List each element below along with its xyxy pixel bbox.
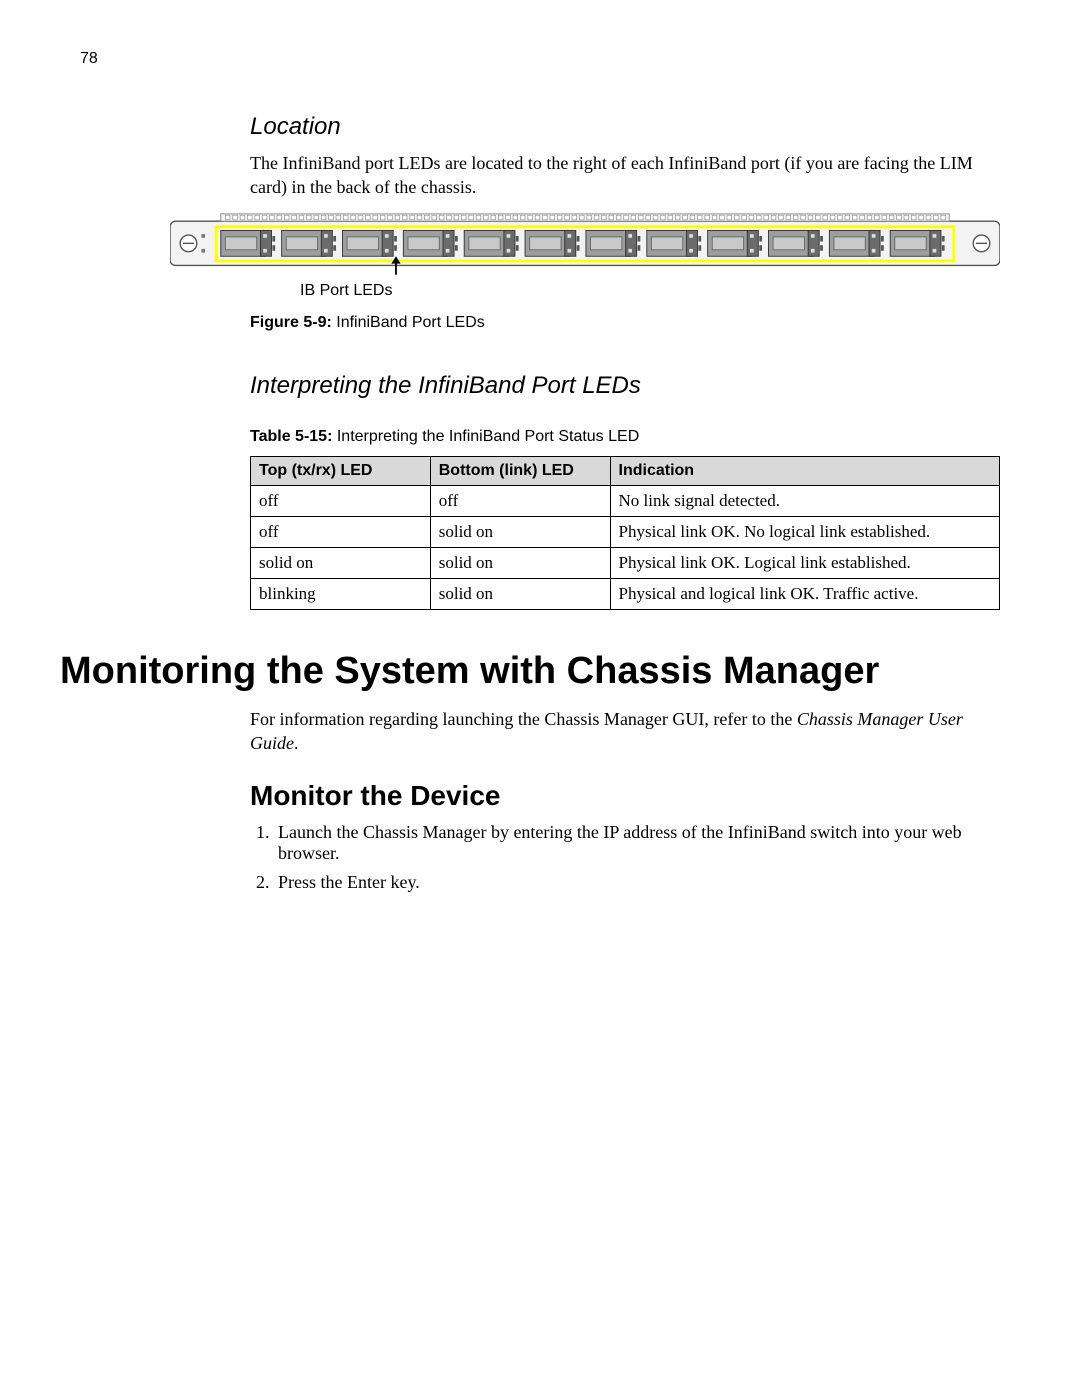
intro-pre: For information regarding launching the …: [250, 709, 797, 729]
figure-infiniband-leds: IB Port LEDs: [170, 212, 1000, 301]
table-row: solid on solid on Physical link OK. Logi…: [251, 548, 1000, 579]
heading-location: Location: [250, 113, 1000, 141]
cell: solid on: [430, 517, 610, 548]
table-row: off solid on Physical link OK. No logica…: [251, 517, 1000, 548]
cell: solid on: [430, 579, 610, 610]
steps-list: Launch the Chassis Manager by entering t…: [250, 822, 1000, 893]
heading-monitor-device: Monitor the Device: [250, 780, 1000, 812]
intro-post: .: [294, 733, 299, 753]
th-indication: Indication: [610, 457, 1000, 486]
figure-caption-prefix: Figure 5-9:: [250, 314, 332, 331]
cell: blinking: [251, 579, 431, 610]
th-bottom-led: Bottom (link) LED: [430, 457, 610, 486]
page-number: 78: [80, 50, 1020, 68]
cell: off: [251, 486, 431, 517]
heading-monitoring-system: Monitoring the System with Chassis Manag…: [60, 650, 1020, 693]
list-item: Press the Enter key.: [274, 872, 1000, 893]
table-header-row: Top (tx/rx) LED Bottom (link) LED Indica…: [251, 457, 1000, 486]
table-row: blinking solid on Physical and logical l…: [251, 579, 1000, 610]
cell: solid on: [430, 548, 610, 579]
table-caption-prefix: Table 5-15:: [250, 428, 332, 445]
cell: Physical link OK. Logical link establish…: [610, 548, 1000, 579]
paragraph-location: The InfiniBand port LEDs are located to …: [250, 151, 1000, 200]
paragraph-chassis-manager-info: For information regarding launching the …: [250, 707, 1000, 756]
cell: Physical link OK. No logical link establ…: [610, 517, 1000, 548]
heading-interpret: Interpreting the InfiniBand Port LEDs: [250, 372, 1000, 400]
list-item: Launch the Chassis Manager by entering t…: [274, 822, 1000, 864]
chassis-diagram: [170, 212, 1000, 277]
cell: solid on: [251, 548, 431, 579]
cell: off: [430, 486, 610, 517]
cell: Physical and logical link OK. Traffic ac…: [610, 579, 1000, 610]
figure-caption: Figure 5-9: InfiniBand Port LEDs: [250, 314, 1000, 332]
led-status-table: Top (tx/rx) LED Bottom (link) LED Indica…: [250, 456, 1000, 610]
figure-caption-text: InfiniBand Port LEDs: [332, 314, 485, 331]
figure-callout-label: IB Port LEDs: [300, 282, 1000, 300]
cell: No link signal detected.: [610, 486, 1000, 517]
table-row: off off No link signal detected.: [251, 486, 1000, 517]
th-top-led: Top (tx/rx) LED: [251, 457, 431, 486]
table-caption-text: Interpreting the InfiniBand Port Status …: [332, 428, 639, 445]
table-caption: Table 5-15: Interpreting the InfiniBand …: [250, 428, 1000, 446]
cell: off: [251, 517, 431, 548]
